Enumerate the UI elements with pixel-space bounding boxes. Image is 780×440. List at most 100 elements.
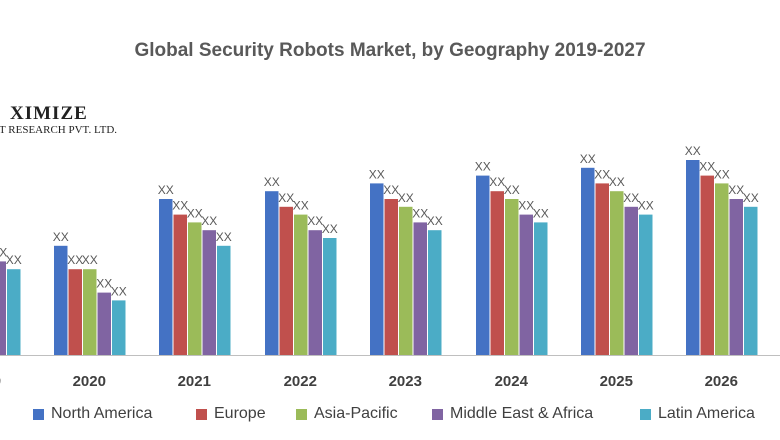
bar-2024-middle-east-africa bbox=[519, 214, 533, 355]
bar-2024-europe bbox=[490, 191, 504, 355]
bar-2025-asia-pacific bbox=[610, 191, 624, 355]
chart-title: Global Security Robots Market, by Geogra… bbox=[134, 40, 646, 61]
data-label: XX bbox=[67, 253, 83, 267]
watermark-logo: XIMIZE bbox=[10, 103, 88, 124]
data-label: XX bbox=[201, 214, 217, 228]
bar-2021-latin-america bbox=[217, 245, 231, 355]
x-tick-label: 2019 bbox=[0, 373, 1, 390]
bar-2022-asia-pacific bbox=[294, 214, 308, 355]
legend-swatch bbox=[296, 408, 307, 420]
bar-2025-europe bbox=[595, 183, 609, 355]
bar-2019-middle-east-africa bbox=[0, 261, 6, 355]
legend-item: North America bbox=[33, 405, 152, 423]
bar-2024-latin-america bbox=[534, 222, 548, 355]
x-tick-label: 2024 bbox=[495, 373, 529, 390]
data-label: XX bbox=[96, 277, 112, 291]
data-label: XX bbox=[518, 199, 534, 213]
data-label: XX bbox=[533, 206, 549, 220]
legend-item: Middle East & Africa bbox=[432, 405, 593, 423]
bar-2023-europe bbox=[384, 199, 398, 355]
bar-2023-asia-pacific bbox=[399, 206, 413, 355]
data-label: XX bbox=[475, 160, 491, 174]
bar-2022-middle-east-africa bbox=[308, 230, 322, 355]
bar-2023-latin-america bbox=[428, 230, 442, 355]
data-label: XX bbox=[158, 183, 174, 197]
bar-2021-middle-east-africa bbox=[202, 230, 216, 355]
data-label: XX bbox=[504, 183, 520, 197]
data-label: XX bbox=[82, 253, 98, 267]
legend-swatch bbox=[640, 408, 651, 420]
x-tick-label: 2025 bbox=[600, 373, 633, 390]
bar-2020-europe bbox=[68, 269, 82, 355]
data-label: XX bbox=[369, 167, 385, 181]
legend-label: Asia-Pacific bbox=[314, 405, 398, 422]
data-label: XX bbox=[489, 175, 505, 189]
data-label: XX bbox=[398, 191, 414, 205]
x-tick-label: 2026 bbox=[705, 373, 738, 390]
data-label: XX bbox=[728, 183, 744, 197]
legend-swatch bbox=[432, 408, 443, 420]
data-label: XX bbox=[743, 191, 759, 205]
bar-chart: XXXX2019XXXXXXXXXX2020XXXXXXXXXX2021XXXX… bbox=[0, 144, 780, 390]
legend-label: Middle East & Africa bbox=[450, 405, 594, 422]
data-label: XX bbox=[6, 253, 22, 267]
data-label: XX bbox=[638, 199, 654, 213]
bar-2023-middle-east-africa bbox=[413, 222, 427, 355]
data-label: XX bbox=[278, 191, 294, 205]
bar-2020-middle-east-africa bbox=[97, 292, 111, 355]
data-label: XX bbox=[609, 175, 625, 189]
data-label: XX bbox=[383, 183, 399, 197]
data-label: XX bbox=[580, 152, 596, 166]
bar-2019-latin-america bbox=[7, 269, 21, 355]
legend-swatch bbox=[33, 408, 44, 420]
data-label: XX bbox=[307, 214, 323, 228]
data-label: XX bbox=[714, 167, 730, 181]
bar-2022-europe bbox=[279, 206, 293, 355]
bar-2023-north-america bbox=[370, 183, 384, 355]
watermark-logo-subtitle: T RESEARCH PVT. LTD. bbox=[0, 124, 118, 136]
data-label: XX bbox=[427, 214, 443, 228]
bar-2022-north-america bbox=[265, 191, 279, 355]
bar-2021-north-america bbox=[159, 199, 173, 355]
data-label: XX bbox=[412, 206, 428, 220]
legend-item: Europe bbox=[196, 405, 266, 423]
data-label: XX bbox=[322, 222, 338, 236]
bar-2020-asia-pacific bbox=[83, 269, 97, 355]
data-label: XX bbox=[0, 245, 7, 259]
data-label: XX bbox=[293, 199, 309, 213]
x-tick-label: 2022 bbox=[284, 373, 317, 390]
bar-2026-europe bbox=[700, 175, 714, 355]
bar-2021-asia-pacific bbox=[188, 222, 202, 355]
legend-item: Asia-Pacific bbox=[296, 405, 398, 423]
data-label: XX bbox=[685, 144, 701, 158]
bar-2025-latin-america bbox=[639, 214, 653, 355]
x-tick-label: 2020 bbox=[73, 373, 106, 390]
x-tick-label: 2023 bbox=[389, 373, 422, 390]
bar-2020-latin-america bbox=[112, 300, 126, 355]
data-label: XX bbox=[699, 160, 715, 174]
x-tick-label: 2021 bbox=[178, 373, 211, 390]
bar-2024-asia-pacific bbox=[505, 199, 519, 355]
bar-2021-europe bbox=[173, 214, 187, 355]
legend-label: Europe bbox=[214, 405, 266, 422]
data-label: XX bbox=[111, 284, 127, 298]
legend-swatch bbox=[196, 408, 207, 420]
data-label: XX bbox=[264, 175, 280, 189]
chart-legend: North America Europe Asia-Pacific Middle Ea… bbox=[0, 405, 780, 429]
legend-item: Latin America bbox=[640, 405, 755, 423]
bar-2022-latin-america bbox=[323, 238, 337, 355]
bar-2026-latin-america bbox=[744, 206, 758, 355]
bar-2024-north-america bbox=[476, 175, 490, 355]
data-label: XX bbox=[187, 206, 203, 220]
data-label: XX bbox=[172, 199, 188, 213]
bar-2025-middle-east-africa bbox=[624, 206, 638, 355]
bar-2025-north-america bbox=[581, 167, 595, 355]
data-label: XX bbox=[216, 230, 232, 244]
bar-2026-asia-pacific bbox=[715, 183, 729, 355]
bar-2020-north-america bbox=[54, 245, 68, 355]
bar-2026-north-america bbox=[686, 160, 700, 355]
legend-label: North America bbox=[51, 405, 153, 422]
data-label: XX bbox=[623, 191, 639, 205]
legend-label: Latin America bbox=[658, 405, 755, 422]
bar-2026-middle-east-africa bbox=[729, 199, 743, 355]
